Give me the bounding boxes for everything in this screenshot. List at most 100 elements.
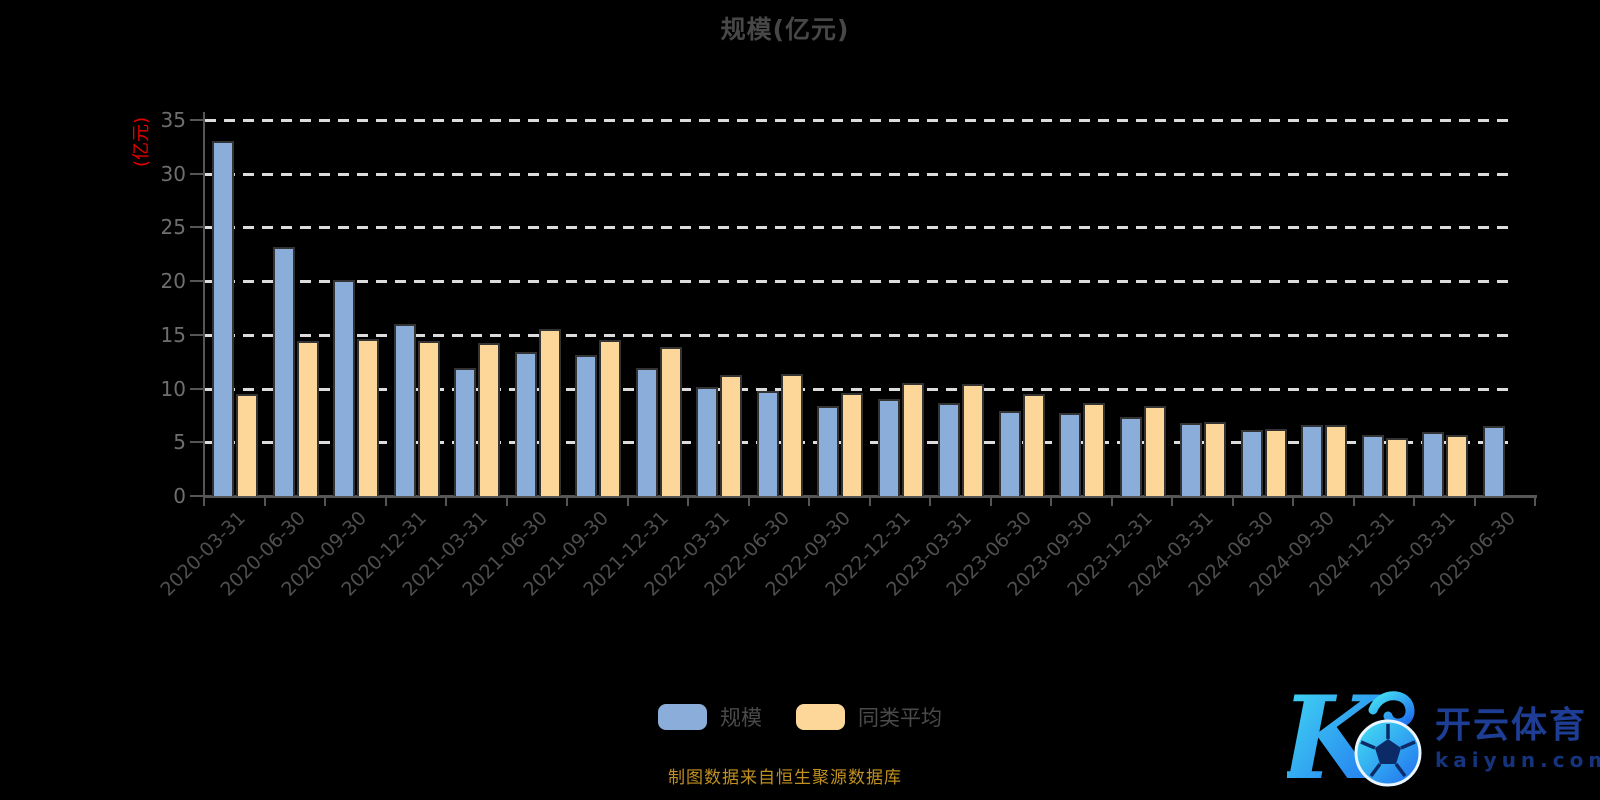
bar-同类平均-2024-12-31[interactable] bbox=[1385, 437, 1408, 496]
bar-同类平均-2022-06-30[interactable] bbox=[780, 373, 803, 496]
y-axis-tick bbox=[190, 226, 204, 229]
bar-同类平均-2025-03-31[interactable] bbox=[1446, 434, 1468, 496]
bar-规模-2022-12-31[interactable] bbox=[877, 399, 900, 496]
bar-规模-2022-09-30[interactable] bbox=[817, 405, 839, 496]
bar-规模-2023-09-30[interactable] bbox=[1059, 413, 1081, 496]
chart-legend: 规模 同类平均 bbox=[0, 700, 1600, 734]
bar-同类平均-2024-06-30[interactable] bbox=[1264, 429, 1287, 496]
y-axis-tick-label: 30 bbox=[160, 161, 186, 186]
bar-同类平均-2023-09-30[interactable] bbox=[1083, 402, 1105, 496]
x-axis-line bbox=[203, 495, 1537, 498]
bar-规模-2020-12-31[interactable] bbox=[393, 324, 416, 496]
x-axis-tick bbox=[687, 497, 689, 506]
y-axis-tick bbox=[190, 495, 204, 497]
bar-同类平均-2021-12-31[interactable] bbox=[659, 346, 682, 496]
data-source-caption: 制图数据来自恒生聚源数据库 bbox=[668, 768, 902, 788]
y-axis-tick bbox=[190, 441, 204, 444]
x-axis-tick bbox=[566, 497, 568, 506]
bar-规模-2023-06-30[interactable] bbox=[998, 411, 1021, 496]
bar-规模-2020-06-30[interactable] bbox=[272, 246, 295, 496]
gridline-y-15 bbox=[205, 333, 1512, 337]
legend-swatch-icon bbox=[796, 704, 845, 730]
y-axis-tick-label: 20 bbox=[160, 269, 186, 294]
y-axis-tick bbox=[190, 280, 204, 283]
bar-同类平均-2022-03-31[interactable] bbox=[720, 374, 742, 496]
bar-规模-2020-09-30[interactable] bbox=[333, 280, 355, 496]
bar-同类平均-2021-03-31[interactable] bbox=[478, 343, 500, 496]
bar-规模-2021-03-31[interactable] bbox=[454, 368, 476, 496]
bar-规模-2021-09-30[interactable] bbox=[575, 355, 597, 496]
bar-规模-2022-03-31[interactable] bbox=[696, 387, 718, 496]
bar-规模-2020-03-31[interactable] bbox=[212, 141, 234, 496]
bar-同类平均-2021-06-30[interactable] bbox=[538, 329, 561, 496]
legend-item-规模[interactable]: 规模 bbox=[658, 702, 762, 732]
y-axis-tick bbox=[190, 172, 204, 175]
bar-同类平均-2020-09-30[interactable] bbox=[357, 339, 379, 496]
x-axis-tick bbox=[989, 497, 992, 506]
y-axis-tick bbox=[190, 119, 204, 121]
y-axis-tick-label: 15 bbox=[160, 322, 186, 347]
x-axis-tick bbox=[868, 497, 871, 506]
bar-规模-2024-12-31[interactable] bbox=[1361, 434, 1384, 496]
bar-规模-2021-12-31[interactable] bbox=[635, 368, 658, 496]
legend-label: 同类平均 bbox=[858, 706, 942, 730]
y-axis-tick bbox=[190, 333, 204, 336]
x-axis-tick bbox=[1413, 497, 1415, 506]
x-axis-tick bbox=[1171, 497, 1173, 506]
x-axis-tick bbox=[1292, 497, 1294, 506]
x-axis-tick bbox=[1050, 497, 1052, 506]
y-axis-name: (亿元) bbox=[131, 116, 152, 168]
bar-同类平均-2023-03-31[interactable] bbox=[962, 384, 984, 496]
bar-规模-2023-03-31[interactable] bbox=[938, 402, 960, 496]
legend-item-同类平均[interactable]: 同类平均 bbox=[796, 702, 942, 732]
bar-规模-2024-03-31[interactable] bbox=[1180, 422, 1202, 496]
x-axis-label-text: 2025-06-30 bbox=[1426, 507, 1521, 601]
bar-规模-2025-06-30[interactable] bbox=[1482, 426, 1505, 496]
watermark-brand-text: 开云体育 bbox=[1435, 705, 1588, 746]
kaiyun-logo-icon: K bbox=[1287, 680, 1422, 798]
bar-同类平均-2024-09-30[interactable] bbox=[1325, 425, 1347, 496]
bar-规模-2022-06-30[interactable] bbox=[756, 390, 779, 496]
kaiyun-watermark-link[interactable]: K 开云体育 kaiyun.com bbox=[1287, 680, 1600, 798]
bar-规模-2024-06-30[interactable] bbox=[1240, 430, 1263, 496]
x-axis-label-2025-06-30: 2025-06-30 bbox=[1285, 507, 1521, 601]
bar-同类平均-2022-12-31[interactable] bbox=[901, 383, 924, 496]
bar-规模-2021-06-30[interactable] bbox=[514, 352, 537, 496]
bar-规模-2025-03-31[interactable] bbox=[1422, 431, 1444, 496]
x-axis-tick bbox=[384, 497, 387, 506]
gridline-y-25 bbox=[205, 226, 1512, 230]
x-axis-tick bbox=[1534, 497, 1536, 506]
bar-同类平均-2023-06-30[interactable] bbox=[1022, 393, 1045, 496]
bar-同类平均-2024-03-31[interactable] bbox=[1204, 421, 1226, 496]
gridline-y-30 bbox=[205, 172, 1512, 176]
x-axis-tick bbox=[626, 497, 629, 506]
y-axis-tick-label: 5 bbox=[173, 430, 186, 455]
legend-label: 规模 bbox=[720, 706, 762, 730]
y-axis-tick-label: 35 bbox=[160, 108, 186, 132]
legend-swatch-icon bbox=[658, 704, 707, 730]
y-axis-tick-label: 25 bbox=[160, 215, 186, 240]
y-axis-line bbox=[203, 112, 205, 498]
x-axis-tick bbox=[808, 497, 810, 506]
x-axis-tick bbox=[1231, 497, 1234, 506]
watermark-domain-text: kaiyun.com bbox=[1435, 748, 1600, 772]
y-axis-tick bbox=[190, 387, 204, 390]
x-axis-tick bbox=[263, 497, 266, 506]
x-axis-tick bbox=[203, 497, 205, 506]
bar-同类平均-2023-12-31[interactable] bbox=[1143, 405, 1166, 496]
x-axis-tick bbox=[1473, 497, 1476, 506]
x-axis-tick bbox=[445, 497, 447, 506]
gridline-y-10 bbox=[205, 387, 1512, 391]
bar-同类平均-2022-09-30[interactable] bbox=[841, 392, 863, 496]
bar-规模-2024-09-30[interactable] bbox=[1301, 425, 1323, 496]
x-axis-tick bbox=[747, 497, 750, 506]
bar-规模-2023-12-31[interactable] bbox=[1119, 416, 1142, 496]
y-axis-tick-label: 10 bbox=[160, 376, 186, 401]
bar-同类平均-2020-03-31[interactable] bbox=[236, 393, 258, 496]
bar-同类平均-2020-06-30[interactable] bbox=[296, 341, 319, 496]
y-axis-tick-label: 0 bbox=[173, 484, 186, 508]
bar-同类平均-2020-12-31[interactable] bbox=[417, 341, 440, 496]
x-axis-tick bbox=[1352, 497, 1355, 506]
bar-同类平均-2021-09-30[interactable] bbox=[599, 340, 621, 496]
